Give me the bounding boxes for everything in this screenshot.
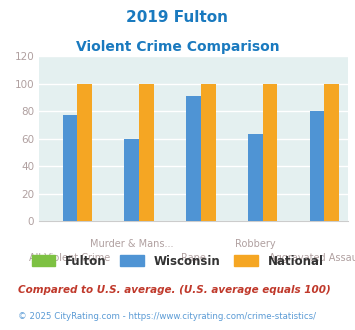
Bar <box>186 96 201 221</box>
Bar <box>201 83 216 221</box>
Text: 2019 Fulton: 2019 Fulton <box>126 10 229 25</box>
Bar <box>124 139 139 221</box>
Bar <box>263 83 278 221</box>
Text: Rape: Rape <box>181 253 206 263</box>
Text: All Violent Crime: All Violent Crime <box>29 253 110 263</box>
Bar <box>62 115 77 221</box>
Text: Murder & Mans...: Murder & Mans... <box>90 239 174 249</box>
Bar <box>324 83 339 221</box>
Bar <box>310 111 324 221</box>
Bar <box>77 83 92 221</box>
Text: Violent Crime Comparison: Violent Crime Comparison <box>76 40 279 53</box>
Bar <box>248 134 263 221</box>
Text: Aggravated Assault: Aggravated Assault <box>269 253 355 263</box>
Text: Robbery: Robbery <box>235 239 275 249</box>
Text: Compared to U.S. average. (U.S. average equals 100): Compared to U.S. average. (U.S. average … <box>18 285 331 295</box>
Bar <box>139 83 154 221</box>
Legend: Fulton, Wisconsin, National: Fulton, Wisconsin, National <box>27 250 328 273</box>
Text: © 2025 CityRating.com - https://www.cityrating.com/crime-statistics/: © 2025 CityRating.com - https://www.city… <box>18 312 316 321</box>
